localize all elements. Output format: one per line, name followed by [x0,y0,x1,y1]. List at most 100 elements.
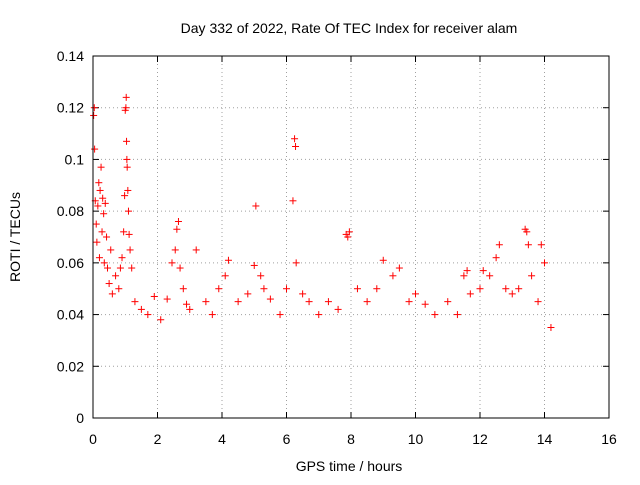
data-point [524,241,532,249]
data-point [124,186,132,194]
data-point [173,225,181,233]
data-point [421,300,429,308]
data-point [345,228,353,236]
data-point [221,272,229,280]
data-point [144,311,152,319]
data-point [95,254,103,262]
data-point [508,290,516,298]
data-point [260,285,268,293]
data-point [252,202,260,210]
data-point [389,272,397,280]
data-point [116,264,124,272]
data-point [186,305,194,313]
data-point [123,163,131,171]
data-point [215,285,223,293]
x-tick-label: 8 [347,431,355,447]
data-point [93,238,101,246]
data-point [486,272,494,280]
data-point [523,228,531,236]
chart-title: Day 332 of 2022, Rate Of TEC Index for r… [181,20,518,36]
y-tick-label: 0.06 [57,255,84,271]
data-point [124,207,132,215]
data-point [90,104,98,112]
data-point [91,145,99,153]
data-point [92,220,100,228]
data-point [208,311,216,319]
data-point [103,233,111,241]
data-point [334,305,342,313]
data-point [121,192,129,200]
data-point [131,298,139,306]
data-point [163,295,171,303]
x-tick-label: 4 [218,431,226,447]
y-tick-label: 0.12 [57,100,84,116]
data-point [122,104,130,112]
data-point [125,230,133,238]
data-point [100,210,108,218]
data-point [534,298,542,306]
x-tick-labels: 0 2 4 6 8 10 12 14 16 [89,431,617,447]
data-point [97,163,105,171]
x-tick-label: 10 [408,431,424,447]
data-point [244,290,252,298]
x-tick-label: 6 [283,431,291,447]
data-point [183,300,191,308]
data-point [395,264,403,272]
y-tick-label: 0.14 [57,48,84,64]
x-tick-label: 16 [601,431,617,447]
plot-frame [92,55,610,419]
data-point [460,272,468,280]
data-point [463,267,471,275]
data-point [90,111,98,119]
data-point [315,311,323,319]
data-point [444,298,452,306]
data-point [324,298,332,306]
data-point [171,246,179,254]
y-axis-label: ROTI / TECUs [7,192,23,282]
data-point [276,311,284,319]
y-tick-label: 0.1 [65,151,85,167]
data-point [128,264,136,272]
data-point [291,135,299,143]
data-point [112,272,120,280]
y-tick-label: 0.02 [57,358,84,374]
data-point [492,254,500,262]
data-point [292,259,300,267]
data-point [373,285,381,293]
data-point [547,324,555,331]
data-point [115,285,123,293]
data-point [353,285,361,293]
data-point [120,228,128,236]
data-point [123,155,131,163]
data-point [257,272,265,280]
data-point [179,285,187,293]
data-point [99,194,107,202]
y-tick-label: 0.04 [57,307,84,323]
data-point [95,179,103,187]
data-point [150,292,158,300]
data-point [202,298,210,306]
data-point [168,259,176,267]
data-point [107,246,115,254]
data-points [90,93,555,331]
data-point [379,256,387,264]
data-point [305,298,313,306]
y-tick-label: 0 [76,410,84,426]
data-point [105,280,113,288]
data-point [528,272,536,280]
data-point [94,202,102,210]
x-tick-label: 14 [537,431,553,447]
data-point [96,186,104,194]
data-point [266,295,274,303]
data-point [431,311,439,319]
data-point [137,305,145,313]
data-point [176,264,184,272]
data-point [122,93,130,101]
y-tick-labels: 0 0.02 0.04 0.06 0.08 0.1 0.12 0.14 [57,48,84,426]
data-point [101,199,109,207]
data-point [479,267,487,275]
data-point [108,290,116,298]
data-point [405,298,413,306]
